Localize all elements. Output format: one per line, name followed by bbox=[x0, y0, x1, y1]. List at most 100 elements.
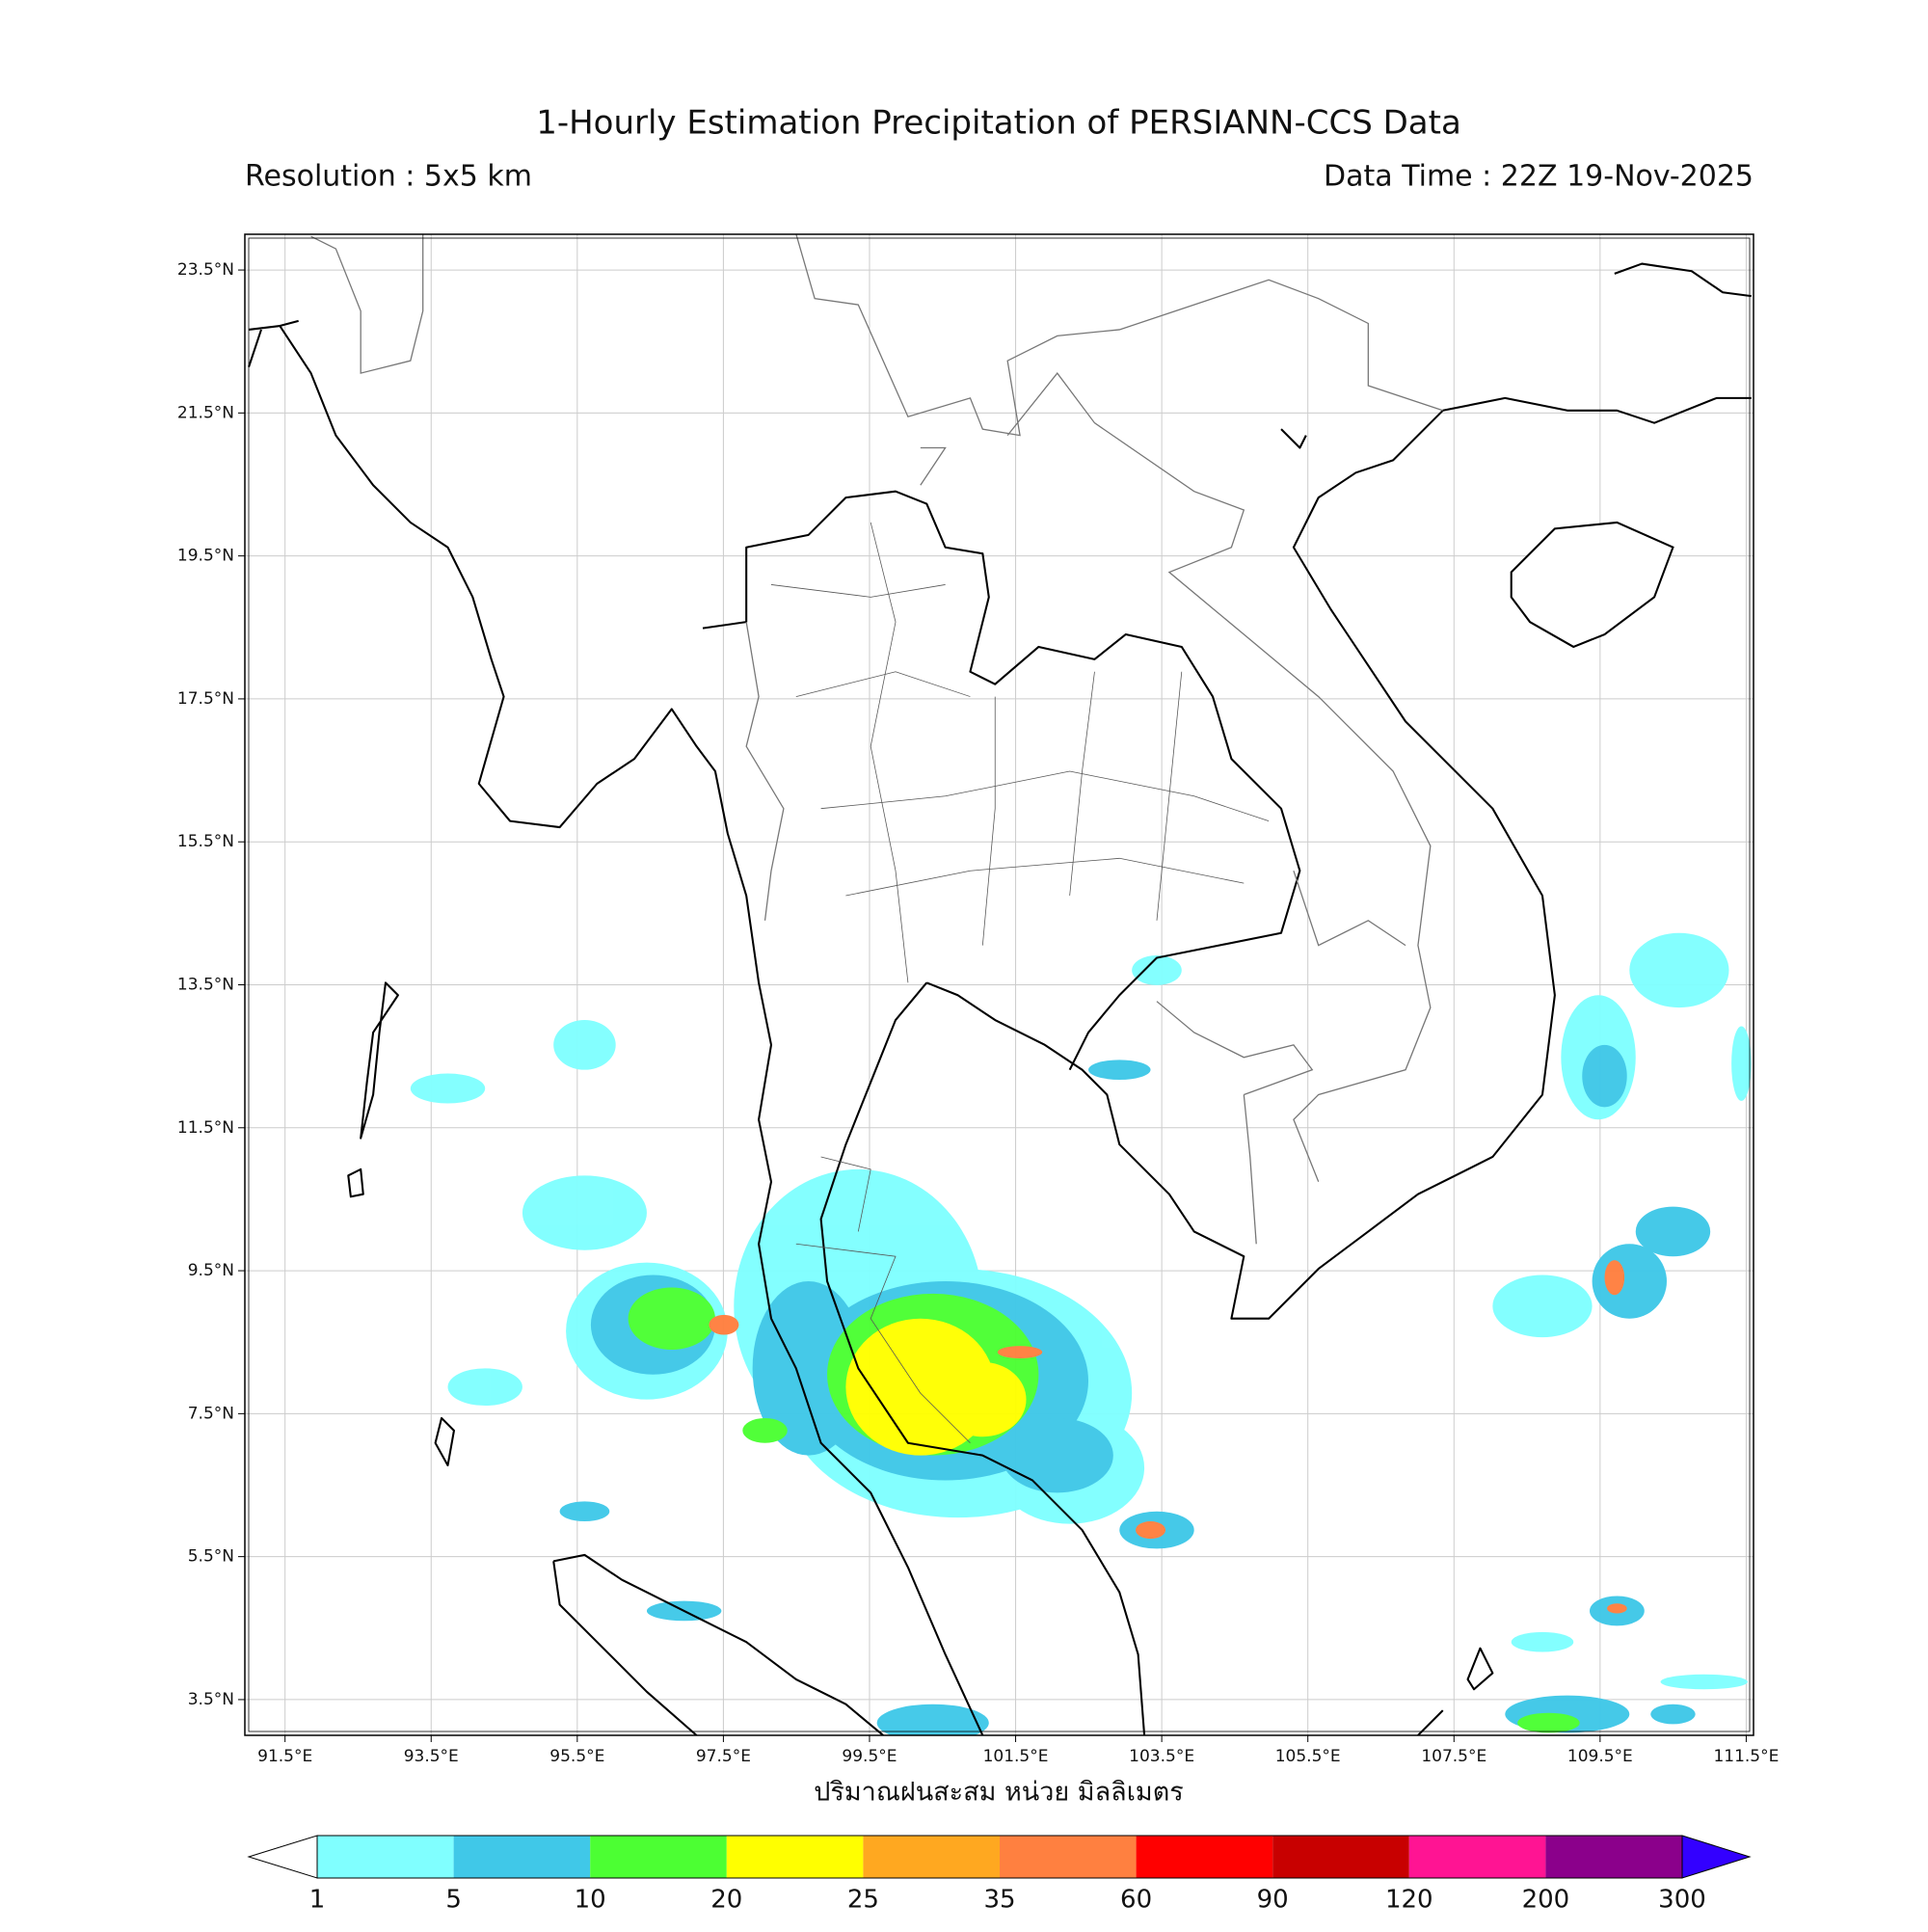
precip-cell bbox=[1001, 1417, 1113, 1493]
title: 1-Hourly Estimation Precipitation of PER… bbox=[536, 104, 1461, 143]
y-tick-label: 11.5°N bbox=[177, 1118, 234, 1138]
precip-cell bbox=[709, 1314, 739, 1335]
coastlines bbox=[248, 234, 1752, 1735]
colorbar-label: 120 bbox=[1385, 1886, 1433, 1915]
precip-cell bbox=[1635, 1206, 1711, 1257]
colorbar-label: 90 bbox=[1257, 1886, 1289, 1915]
y-tick-label: 23.5°N bbox=[177, 260, 234, 280]
coastline bbox=[1280, 428, 1307, 449]
province-border bbox=[770, 522, 1270, 1444]
y-tick-label: 21.5°N bbox=[177, 403, 234, 422]
x-tick-label: 101.5°E bbox=[983, 1747, 1049, 1766]
precip-cell bbox=[1492, 1275, 1593, 1338]
precip-cell bbox=[1517, 1712, 1580, 1733]
colorbar-frame bbox=[316, 1835, 1683, 1879]
y-tick-label: 17.5°N bbox=[177, 689, 234, 709]
x-tick-label: 107.5°E bbox=[1421, 1747, 1486, 1766]
precip-cell bbox=[1582, 1044, 1627, 1108]
precip-cell bbox=[752, 1281, 865, 1456]
y-tick-label: 9.5°N bbox=[188, 1261, 234, 1280]
map-area bbox=[245, 234, 1754, 1735]
colorbar-label: 60 bbox=[1120, 1886, 1152, 1915]
resolution: Resolution : 5x5 km bbox=[245, 160, 532, 194]
x-tick-label: 93.5°E bbox=[404, 1747, 459, 1766]
grid bbox=[245, 234, 1754, 1735]
precipitation bbox=[410, 932, 1752, 1735]
x-axis-label: ปริมาณฝนสะสม หน่วย มิลลิเมตร bbox=[814, 1778, 1184, 1808]
colorbar-segment bbox=[453, 1836, 591, 1878]
precip-cell bbox=[1132, 954, 1182, 985]
x-tick-label: 105.5°E bbox=[1275, 1747, 1341, 1766]
colorbar-segment bbox=[726, 1836, 864, 1878]
precip-cell bbox=[410, 1073, 486, 1104]
x-tick-label: 97.5°E bbox=[696, 1747, 751, 1766]
coastline bbox=[819, 981, 1146, 1735]
coastline bbox=[248, 325, 984, 1735]
precip-cell bbox=[1604, 1260, 1625, 1296]
precip-cell bbox=[1650, 1704, 1696, 1725]
x-tick-label: 111.5°E bbox=[1713, 1747, 1779, 1766]
precip-cell bbox=[1136, 1521, 1166, 1540]
precip-cell bbox=[553, 1020, 616, 1070]
colorbar-segment bbox=[1000, 1836, 1137, 1878]
colorbar-segment bbox=[1272, 1836, 1409, 1878]
colorbar-label: 200 bbox=[1522, 1886, 1570, 1915]
precip-cell bbox=[1088, 1060, 1151, 1080]
precip-cell bbox=[876, 1704, 989, 1735]
precip-cell bbox=[1660, 1674, 1748, 1690]
y-tick-label: 19.5°N bbox=[177, 547, 234, 566]
x-tick-label: 99.5°E bbox=[842, 1747, 897, 1766]
y-tick-label: 3.5°N bbox=[188, 1690, 234, 1709]
coastline bbox=[1614, 262, 1752, 298]
island bbox=[1510, 521, 1674, 649]
colorbar-segment bbox=[590, 1836, 727, 1878]
colorbar-label: 20 bbox=[710, 1886, 742, 1915]
colorbar-segment bbox=[863, 1836, 1000, 1878]
colorbar-label: 35 bbox=[983, 1886, 1015, 1915]
precip-cell bbox=[1731, 1026, 1752, 1101]
x-tick-label: 103.5°E bbox=[1129, 1747, 1194, 1766]
precip-cell bbox=[559, 1501, 610, 1522]
precip-cell bbox=[997, 1346, 1043, 1359]
coastline bbox=[552, 1553, 884, 1735]
colorbar-label: 1 bbox=[309, 1886, 326, 1915]
x-tick-label: 109.5°E bbox=[1567, 1747, 1633, 1766]
coastline bbox=[248, 319, 299, 367]
colorbar-label: 300 bbox=[1658, 1886, 1706, 1915]
colorbar-label: 25 bbox=[847, 1886, 879, 1915]
x-tick-label: 91.5°E bbox=[257, 1747, 312, 1766]
precip-cell bbox=[1592, 1244, 1668, 1319]
coastline bbox=[1417, 1647, 1494, 1735]
precip-cell bbox=[939, 1361, 1027, 1437]
precip-cell bbox=[742, 1417, 788, 1443]
precip-cell bbox=[1629, 932, 1729, 1008]
map-frame-inner bbox=[248, 237, 1751, 1732]
y-tick-label: 7.5°N bbox=[188, 1404, 234, 1423]
precip-cell bbox=[628, 1287, 715, 1350]
colorbar-over bbox=[1681, 1835, 1752, 1879]
precip-cell bbox=[1607, 1603, 1627, 1614]
country-border bbox=[310, 234, 1443, 1245]
data-time: Data Time : 22Z 19-Nov-2025 bbox=[1324, 160, 1754, 194]
precip-cell bbox=[522, 1175, 647, 1250]
precip-cell bbox=[1511, 1631, 1574, 1652]
colorbar-segment bbox=[317, 1836, 454, 1878]
y-tick-label: 13.5°N bbox=[177, 976, 234, 995]
colorbar-label: 10 bbox=[575, 1886, 606, 1915]
coastline bbox=[347, 981, 455, 1467]
colorbar-label: 5 bbox=[445, 1886, 462, 1915]
colorbar-under bbox=[247, 1835, 318, 1879]
colorbar: 1 5 10 20 25 35 60 90 120 200 300 bbox=[247, 1835, 1752, 1915]
precip-cell bbox=[447, 1368, 522, 1407]
colorbar-segment bbox=[1408, 1836, 1546, 1878]
y-tick-label: 5.5°N bbox=[188, 1547, 234, 1567]
country-border bbox=[702, 490, 1301, 1071]
colorbar-segment bbox=[1545, 1836, 1682, 1878]
x-tick-label: 95.5°E bbox=[549, 1747, 604, 1766]
y-tick-label: 15.5°N bbox=[177, 832, 234, 851]
coastline bbox=[925, 396, 1752, 1320]
colorbar-segment bbox=[1136, 1836, 1273, 1878]
